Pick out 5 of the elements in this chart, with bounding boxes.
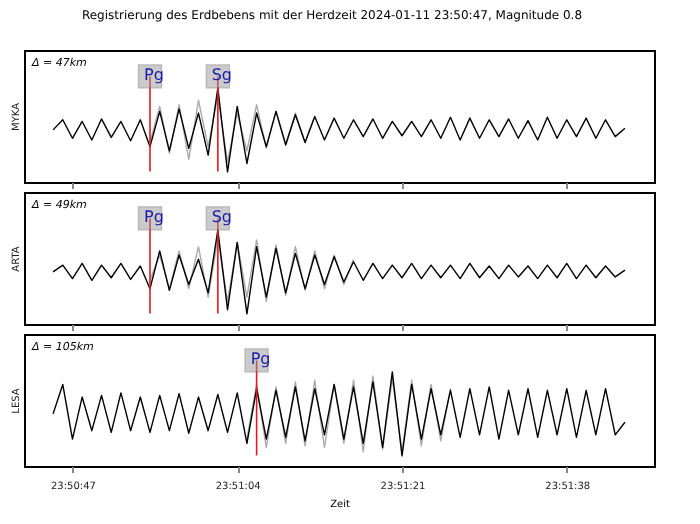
ref-line-label: Sg (211, 66, 232, 85)
ref-line-label: Pg (250, 350, 271, 369)
ref-line-label: Pg (144, 208, 164, 227)
ref-line-label: Sg (211, 208, 232, 227)
ref-line-label: Pg (144, 66, 164, 85)
